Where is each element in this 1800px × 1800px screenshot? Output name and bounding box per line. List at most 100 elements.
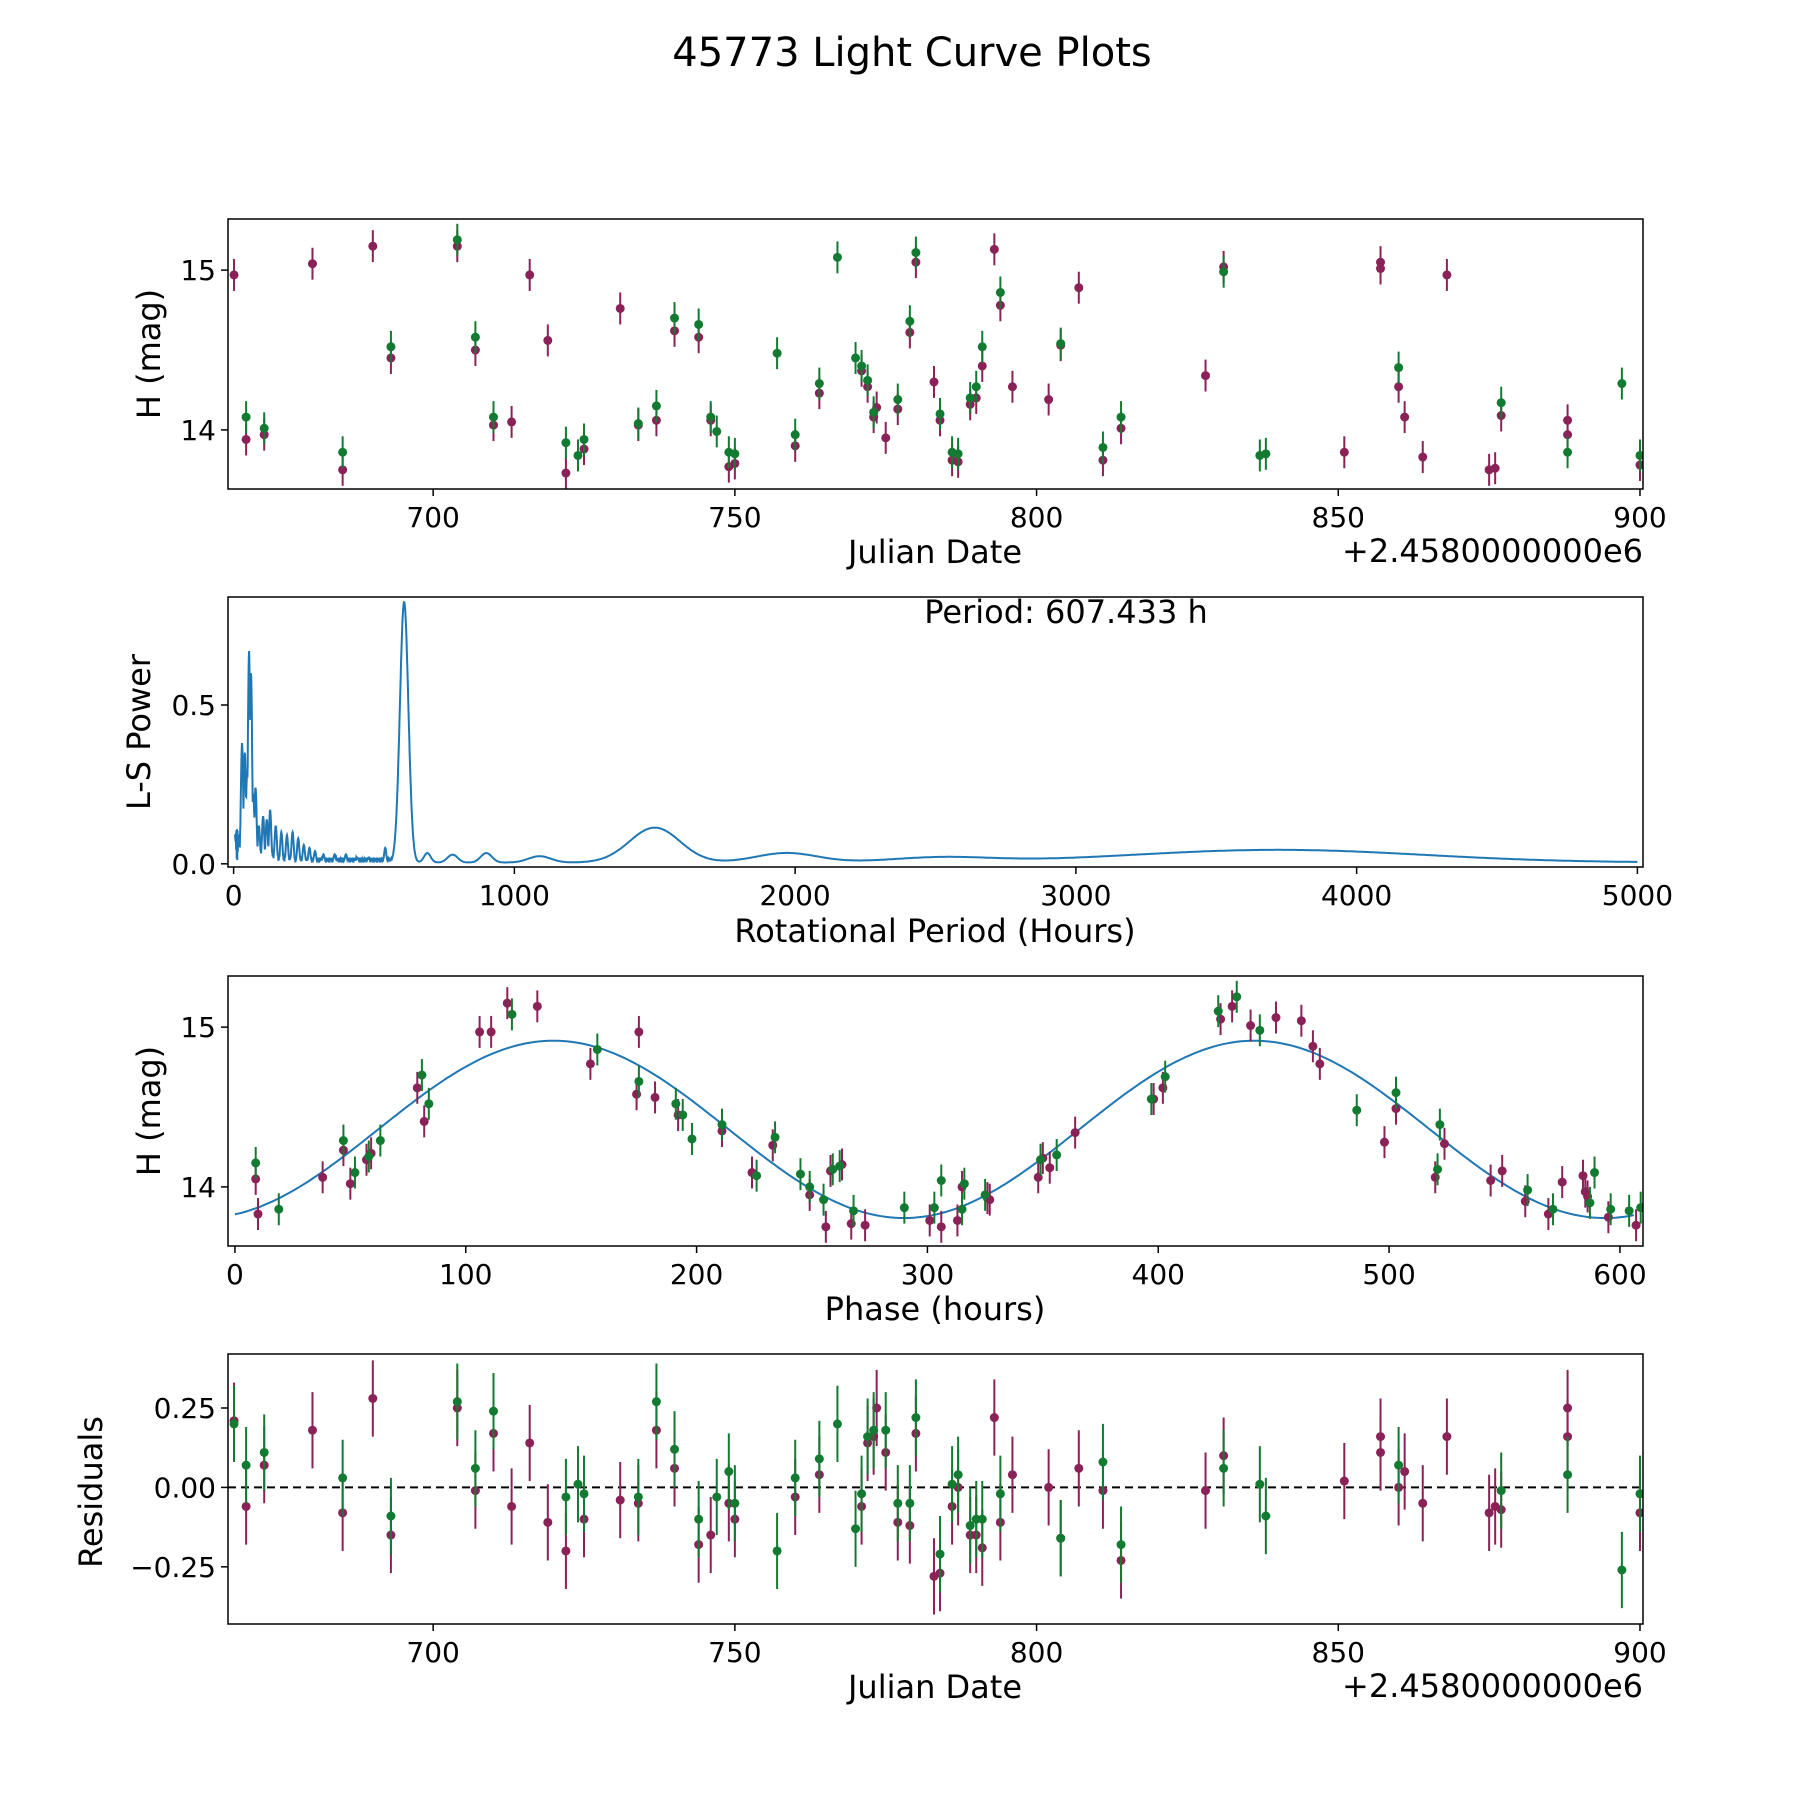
phased-xtick-label: 0 [226,1258,244,1291]
phased-xtick-label: 400 [1132,1258,1185,1291]
phased-point [1160,1072,1170,1082]
residuals-point [615,1495,625,1505]
residuals-point [1261,1511,1271,1521]
phased-xtick-label: 100 [439,1258,492,1291]
phased-model-curve [234,1039,1634,1219]
residuals-point [814,1454,824,1464]
phased-point [1557,1177,1567,1187]
lightcurve-frame [227,218,1644,490]
residuals-xlabel: Julian Date [846,1668,1022,1706]
phased-point [1486,1175,1496,1185]
residuals-point [947,1479,957,1489]
phased-point [592,1044,602,1054]
residuals-point [1056,1533,1066,1543]
lightcurve-point [881,433,891,443]
residuals-ticks: 700 750 800 850 900 −0.25 0.00 0.25 [130,1392,1667,1669]
lightcurve-ticks: 700 750 800 850 900 14 15 [180,254,1666,534]
lightcurve-point [953,449,963,459]
phased-xlabel: Phase (hours) [825,1290,1046,1328]
lightcurve-point [525,270,535,280]
phased-point [634,1027,644,1037]
lightcurve-point [1201,371,1211,381]
lightcurve-point [1261,449,1271,459]
residuals-point [1635,1489,1643,1499]
lightcurve-point [905,316,915,326]
periodogram-xtick-label: 0 [225,879,243,912]
lightcurve-point [1617,379,1627,389]
phased-point [1624,1206,1634,1216]
periodogram-ytick-label: 0.5 [171,689,216,722]
lightcurve-point [977,342,987,352]
residuals-point [1376,1447,1386,1457]
lightcurve-xtick-label: 800 [1010,501,1063,534]
residuals-point [1074,1463,1084,1473]
periodogram-line [234,600,1638,864]
lightcurve-point [935,409,945,419]
phased-point [936,1222,946,1232]
phased-point [819,1195,829,1205]
phased-xtick-label: 200 [670,1258,723,1291]
residuals-point [869,1425,879,1435]
lightcurve-point [543,335,553,345]
lightcurve-point [651,401,661,411]
lightcurve-point [338,447,348,457]
phased-point [532,1001,542,1011]
residuals-point [507,1501,517,1511]
phased-point [1213,1006,1223,1016]
lightcurve-point [814,379,824,389]
phased-xtick-label: 600 [1593,1258,1646,1291]
phased-point [1439,1139,1449,1149]
periodogram-xtick-label: 1000 [479,879,550,912]
residuals-point [259,1447,269,1457]
residuals-point [1098,1457,1108,1467]
phased-point [1585,1198,1595,1208]
phased-point [952,1215,962,1225]
phased-point [1636,1203,1643,1213]
phased-point [318,1172,328,1182]
phased-point [1308,1041,1318,1051]
lightcurve-point [1563,430,1573,440]
residuals-point [1496,1486,1506,1496]
lightcurve-point [863,375,873,385]
lightcurve-point [241,434,251,444]
figure-title: 45773 Light Curve Plots [672,30,1151,76]
lightcurve-point [911,248,921,258]
panel-residuals: 700 750 800 850 900 −0.25 0.00 0.25 Julian Date… [72,1353,1667,1706]
phased-point [1433,1164,1443,1174]
phased-point [417,1070,427,1080]
lightcurve-point [452,235,462,245]
phased-point [375,1136,385,1146]
residuals-point [706,1530,716,1540]
lightcurve-point [1563,447,1573,457]
residuals-point [730,1498,740,1508]
phased-point [1052,1150,1062,1160]
residuals-xtick-label: 800 [1010,1636,1063,1669]
phased-xtick-label: 300 [901,1258,954,1291]
periodogram-xtick-label: 2000 [759,879,830,912]
phased-point [1631,1220,1641,1230]
residuals-point [241,1460,251,1470]
phased-point [350,1168,360,1178]
periodogram-xlabel: Rotational Period (Hours) [734,912,1135,950]
phased-point [585,1059,595,1069]
residuals-point [386,1511,396,1521]
residuals-point [1394,1460,1404,1470]
phased-point [650,1092,660,1102]
residuals-point [881,1425,891,1435]
residuals-point [977,1514,987,1524]
phased-point [345,1179,355,1189]
residuals-point [573,1479,583,1489]
lightcurve-xtick-label: 750 [708,501,761,534]
residuals-point [712,1492,722,1502]
residuals-point [1484,1508,1494,1518]
panel-periodogram: 0 1000 2000 3000 4000 5000 0.0 0.5 Period: 607.… [120,593,1673,950]
phased-point [925,1215,935,1225]
lightcurve-point [489,412,499,422]
residuals-xtick-label: 750 [708,1636,761,1669]
periodogram-frame [227,596,1644,868]
residuals-point [1563,1470,1573,1480]
residuals-point [995,1489,1005,1499]
lightcurve-point [338,465,348,475]
lightcurve-point [470,332,480,342]
periodogram-annotation: Period: 607.433 h [924,593,1208,631]
